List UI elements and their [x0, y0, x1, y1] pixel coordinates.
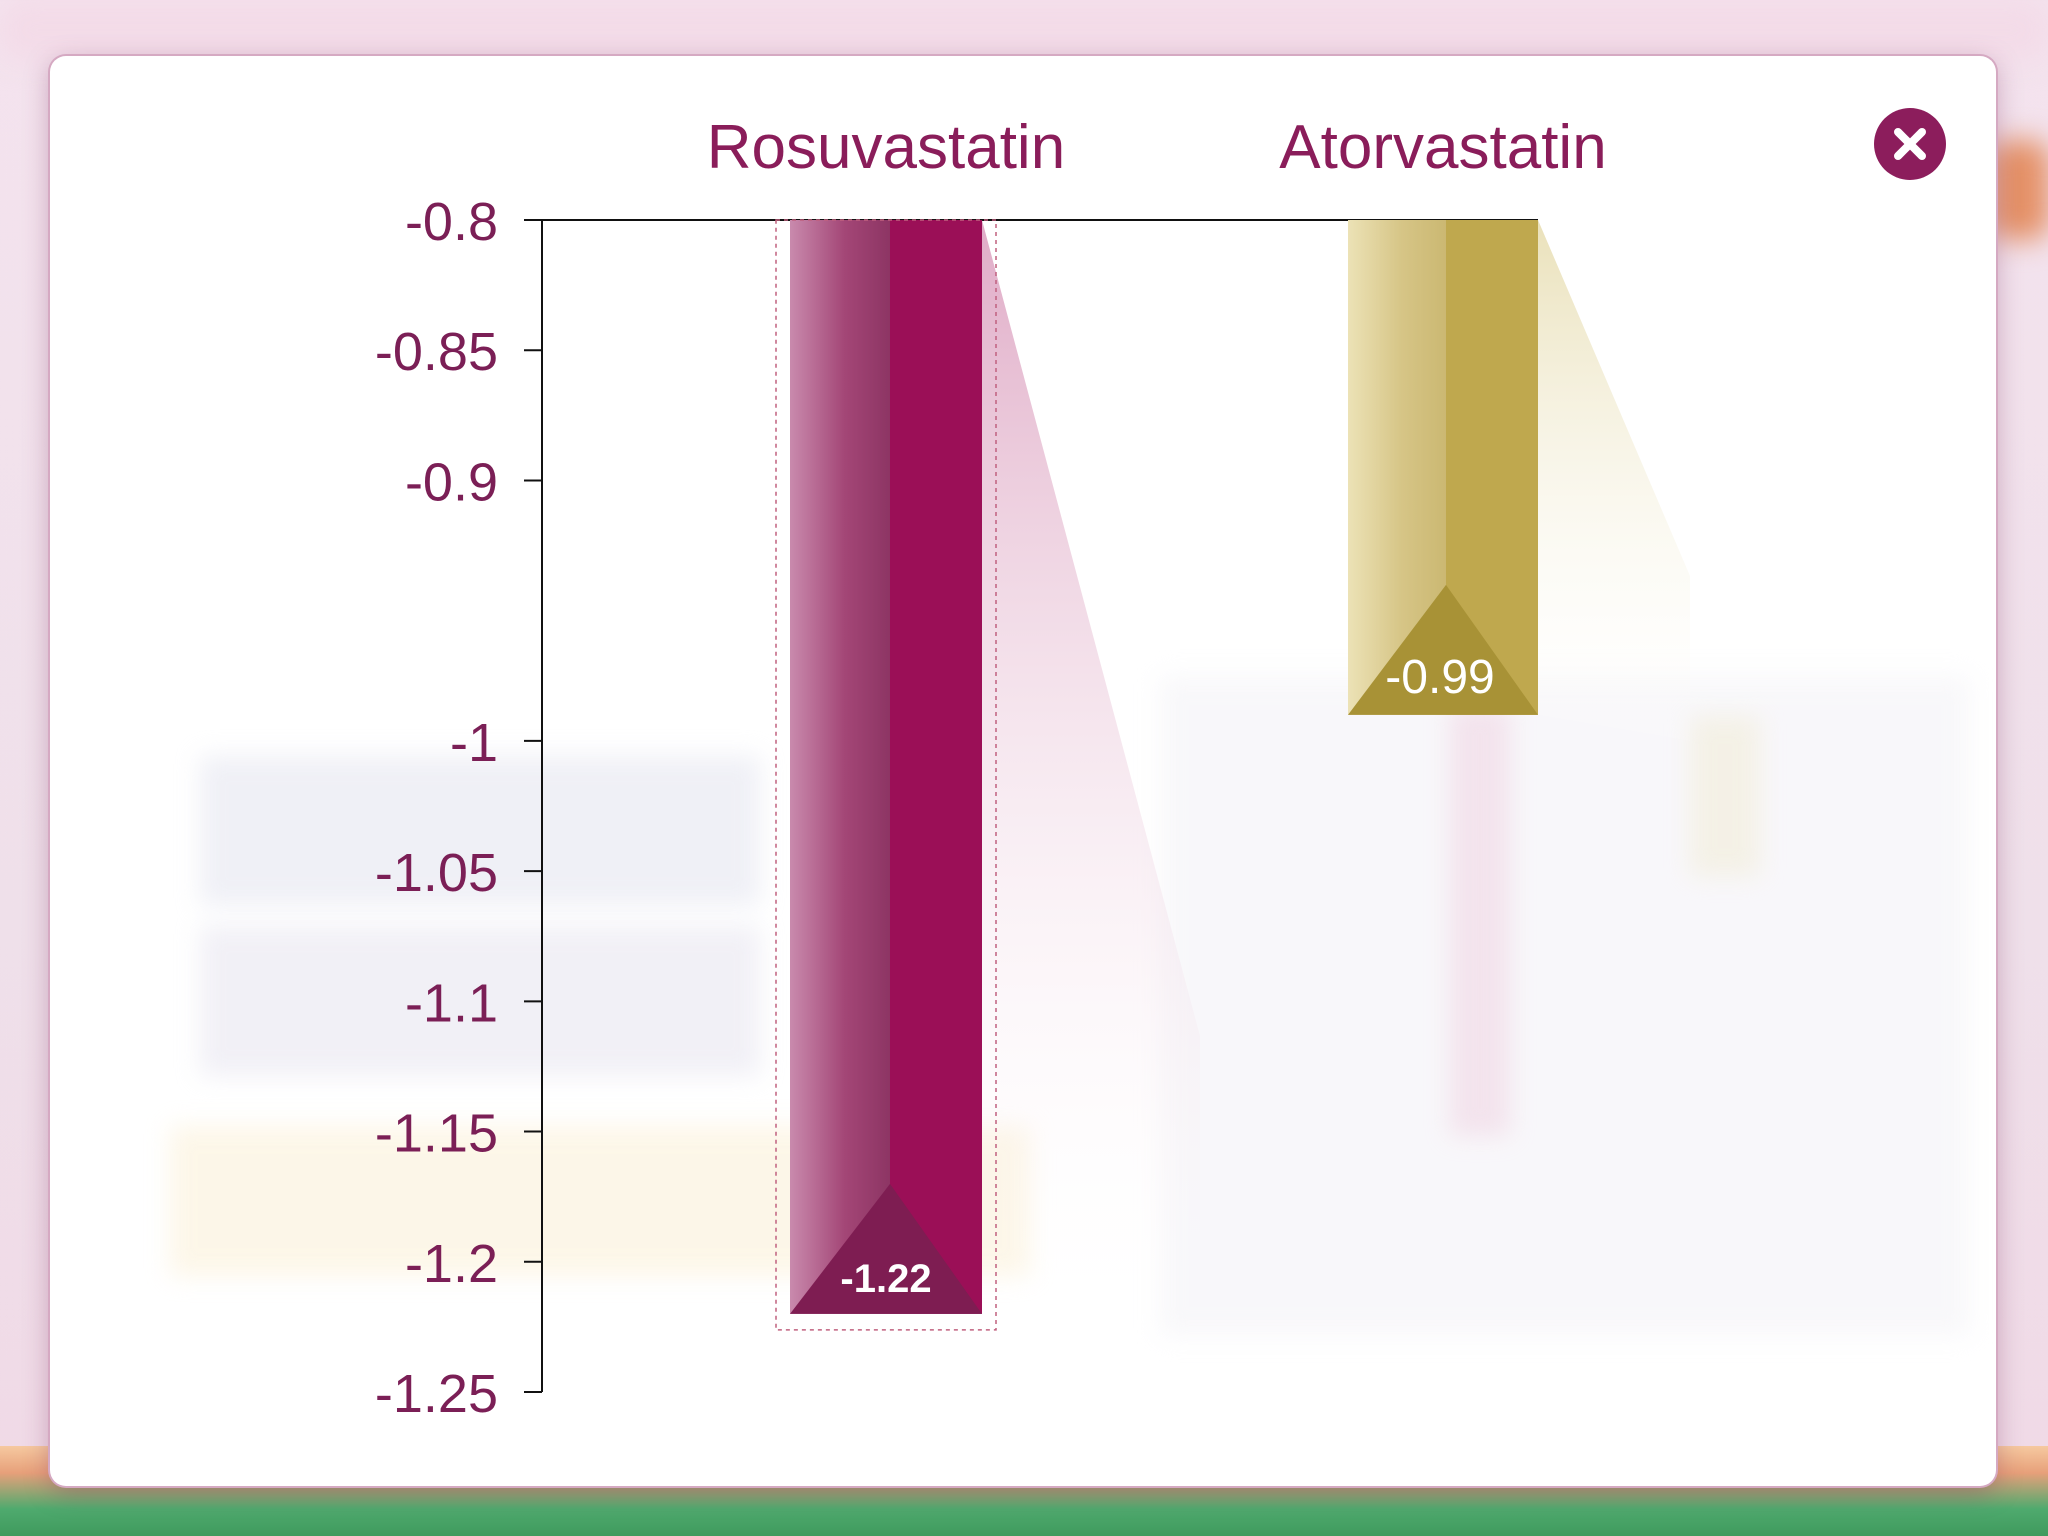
category-label: Atorvastatin: [1279, 113, 1606, 182]
ghost-bar-right-1: [1450, 706, 1510, 1136]
close-icon: [1894, 128, 1926, 160]
bar-chart: -0.8 -0.85 -0.9 -1 -1.05 -1.1 -1.15 -1.2 -1.25 -…: [375, 113, 1690, 1424]
y-tick-label: -1.2: [405, 1234, 498, 1294]
y-tick-label: -0.85: [375, 322, 498, 382]
y-tick-label: -0.8: [405, 192, 498, 252]
bars: -1.22 -0.99: [775, 219, 1690, 1340]
bar-selection-outline: [775, 219, 997, 1331]
ghost-bar-right-2: [1690, 716, 1760, 876]
bar-face-right: [890, 220, 982, 1314]
background-header-blur: [0, 0, 2048, 60]
category-label: Rosuvastatin: [707, 113, 1065, 182]
category-labels: Rosuvastatin Atorvastatin: [707, 113, 1607, 182]
y-tick-label: -1: [450, 713, 498, 773]
y-tick-label: -1.25: [375, 1364, 498, 1424]
y-axis: -0.8 -0.85 -0.9 -1 -1.05 -1.1 -1.15 -1.2 -1.25: [375, 192, 1538, 1424]
bar-value-label: -0.99: [1385, 651, 1494, 704]
background-side-accent: [1990, 140, 2048, 240]
bar-tip: [790, 1183, 982, 1314]
ghost-panel-right: [1160, 676, 1970, 1336]
y-tick-label: -1.1: [405, 973, 498, 1033]
y-tick-label: -1.15: [375, 1104, 498, 1164]
y-tick-label: -1.05: [375, 843, 498, 903]
chart-dialog: -0.8 -0.85 -0.9 -1 -1.05 -1.1 -1.15 -1.2 -1.25 -…: [50, 56, 1996, 1486]
close-button[interactable]: [1874, 108, 1946, 180]
bar-shadow: [1538, 220, 1690, 741]
bar-tip: [1348, 584, 1538, 715]
bar-shadow: [982, 220, 1200, 1340]
y-tick-label: -0.9: [405, 452, 498, 512]
ghost-panel-left-2: [200, 926, 760, 1076]
ghost-panel-left: [200, 756, 760, 906]
bar-value-label: -1.22: [840, 1257, 931, 1301]
bar-face-left: [790, 220, 890, 1314]
